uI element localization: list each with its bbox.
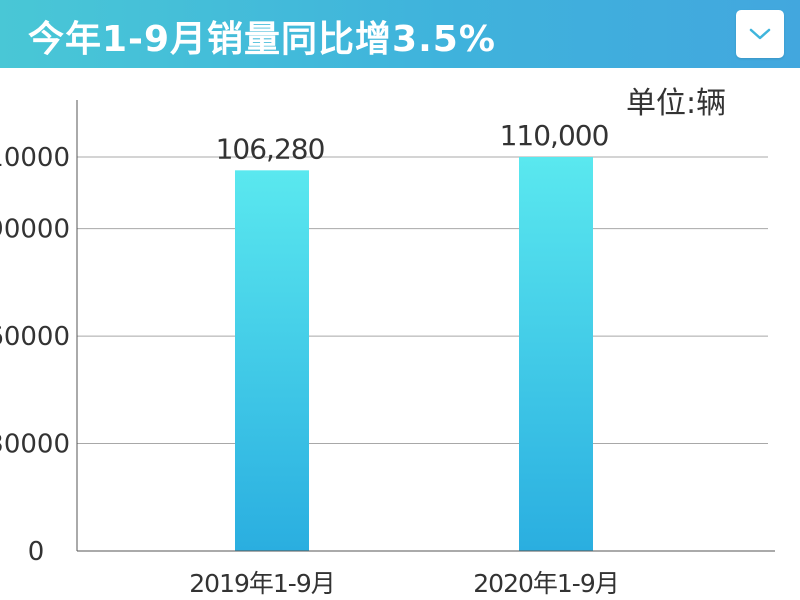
data-label: 106,280 (216, 132, 325, 165)
chart-title: 今年1-9月销量同比增3.5% (28, 19, 496, 60)
chevron-down-icon (749, 28, 771, 40)
y-tick-label: 90000 (0, 215, 70, 245)
unit-label: 单位:辆 (626, 86, 727, 121)
x-tick-label: 2019年1-9月 (189, 569, 334, 598)
x-tick-label: 2020年1-9月 (473, 569, 618, 598)
axes (76, 100, 775, 552)
bars (235, 157, 593, 552)
bar (235, 170, 309, 552)
y-tick-label: 0 (28, 537, 45, 567)
labels: 0 30000 60000 90000 110000 106,280 2019年1-9月 11… (0, 119, 620, 598)
y-tick-label: 60000 (0, 322, 70, 352)
gridlines (77, 156, 768, 445)
header-banner: 今年1-9月销量同比增3.5% (0, 0, 800, 68)
y-tick-label: 30000 (0, 430, 70, 460)
bar (519, 157, 593, 551)
dropdown-button[interactable] (736, 10, 784, 58)
y-tick-label: 110000 (0, 143, 70, 173)
data-label: 110,000 (500, 119, 609, 152)
